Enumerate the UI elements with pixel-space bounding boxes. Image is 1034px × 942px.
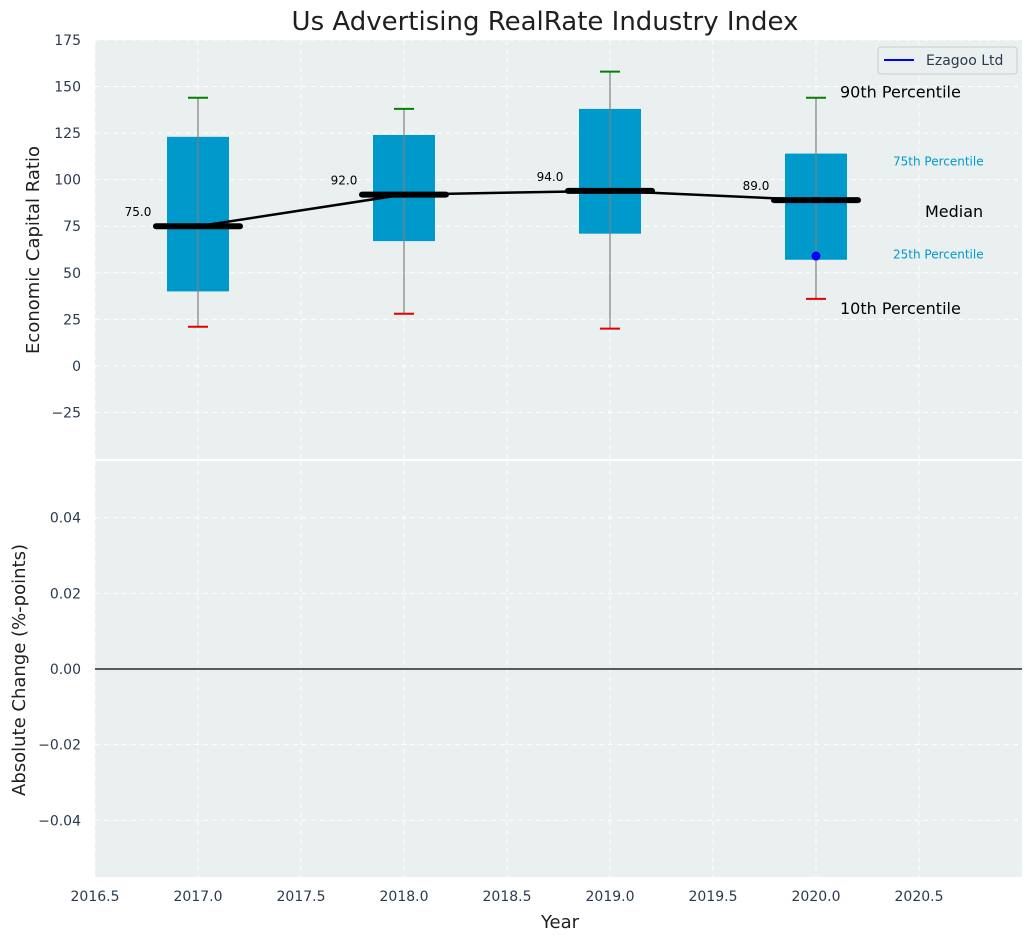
top-y-tick-label: 25 [63,312,81,328]
median-value-label: 94.0 [537,170,564,184]
median-value-label: 75.0 [125,205,152,219]
top-plot-area [95,40,1022,459]
p75-annotation: 75th Percentile [893,155,984,169]
top-annotations: 90th Percentile 75th Percentile Median 25th… [840,83,984,318]
median-value-label: 89.0 [743,179,770,193]
bottom-y-tick-label: 0.04 [50,511,81,527]
x-tick-labels: 2016.5 2017.0 2017.5 2018.0 2018.5 2019.0 2019… [71,889,944,905]
top-y-tick-label: 0 [72,359,81,375]
legend: Ezagoo Ltd [877,46,1018,75]
top-y-tick-label: −25 [51,405,81,421]
x-tick-label: 2019.5 [689,889,738,905]
top-y-tick-label: 50 [63,266,81,282]
x-tick-label: 2020.0 [792,889,841,905]
top-y-axis-label: Economic Capital Ratio [23,146,44,354]
p10-annotation: 10th Percentile [840,299,961,318]
top-y-tick-label: 75 [63,219,81,235]
top-box-marks: 75.0 92.0 94.0 89.0 [125,70,861,330]
x-tick-label: 2019.0 [586,889,635,905]
chart-title: Us Advertising RealRate Industry Index [292,7,799,37]
x-tick-label: 2020.5 [895,889,944,905]
top-y-tick-label: 150 [54,80,81,96]
p25-annotation: 25th Percentile [893,248,984,262]
top-y-tick-label: 175 [54,33,81,49]
p90-annotation: 90th Percentile [840,83,961,102]
bottom-y-tick-label: −0.04 [38,813,81,829]
x-tick-label: 2018.5 [483,889,532,905]
x-tick-label: 2018.0 [380,889,429,905]
bottom-panel: −0.04 −0.02 0.00 0.02 0.04 2016.5 2017.0 2017.… [38,461,1022,905]
bottom-y-tick-label: −0.02 [38,738,81,754]
median-trend-line [197,189,817,228]
bottom-y-tick-label: 0.00 [50,662,81,678]
legend-entry-label: Ezagoo Ltd [926,53,1003,69]
bottom-y-axis-label: Absolute Change (%-points) [9,544,30,796]
bottom-y-tick-labels: −0.04 −0.02 0.00 0.02 0.04 [38,511,81,830]
median-value-label: 92.0 [331,174,358,188]
top-y-tick-labels: −25 0 25 50 75 100 125 150 175 [51,33,81,421]
x-tick-label: 2017.5 [277,889,326,905]
company-point [811,251,821,261]
x-tick-label: 2017.0 [174,889,223,905]
bottom-y-tick-label: 0.02 [50,586,81,602]
median-annotation: Median [925,202,983,221]
x-axis-label: Year [540,912,580,933]
top-y-tick-label: 125 [54,126,81,142]
x-tick-label: 2016.5 [71,889,120,905]
top-y-tick-label: 100 [54,173,81,189]
legend-box [877,46,1018,75]
